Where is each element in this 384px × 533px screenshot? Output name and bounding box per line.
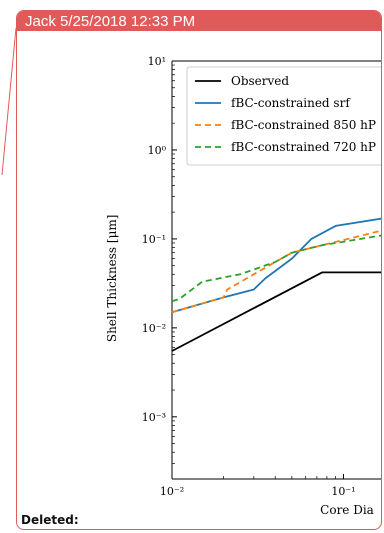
legend-entry: Observed	[231, 74, 289, 88]
x-tick-label: 10⁻²	[160, 485, 184, 498]
line-chart: 10¹ 10⁰ 10⁻¹ 10⁻² 10⁻³ 10⁻² 10⁻¹ Core Dia Shell …	[105, 55, 381, 517]
comment-header: Jack 5/25/2018 12:33 PM	[17, 11, 381, 31]
x-tick-label: 10⁻¹	[331, 485, 355, 498]
y-tick-label: 10⁻¹	[142, 233, 166, 246]
y-tick-label: 10⁰	[148, 144, 167, 157]
series-line	[171, 217, 381, 314]
comment-balloon: Jack 5/25/2018 12:33 PM 10¹ 10⁰ 10⁻¹ 10⁻² 10…	[16, 10, 382, 530]
series-line	[171, 271, 381, 352]
series-line	[171, 234, 381, 302]
series-line	[171, 229, 381, 314]
deleted-label: Deleted:	[21, 513, 79, 527]
legend-entry: fBC-constrained srf	[231, 96, 351, 110]
y-axis-label: Shell Thickness [μm]	[105, 215, 119, 343]
legend-entry: fBC-constrained 850 hP	[231, 118, 376, 132]
y-tick-label: 10⁻²	[142, 322, 166, 335]
y-tick-label: 10¹	[148, 55, 166, 68]
x-axis-label: Core Dia	[320, 503, 374, 517]
comment-author-timestamp: Jack 5/25/2018 12:33 PM	[25, 12, 196, 30]
y-tick-label: 10⁻³	[142, 411, 166, 424]
chart-area: 10¹ 10⁰ 10⁻¹ 10⁻² 10⁻³ 10⁻² 10⁻¹ Core Dia Shell …	[17, 31, 381, 521]
legend-entry: fBC-constrained 720 hP	[231, 140, 376, 154]
legend-box	[186, 66, 381, 166]
